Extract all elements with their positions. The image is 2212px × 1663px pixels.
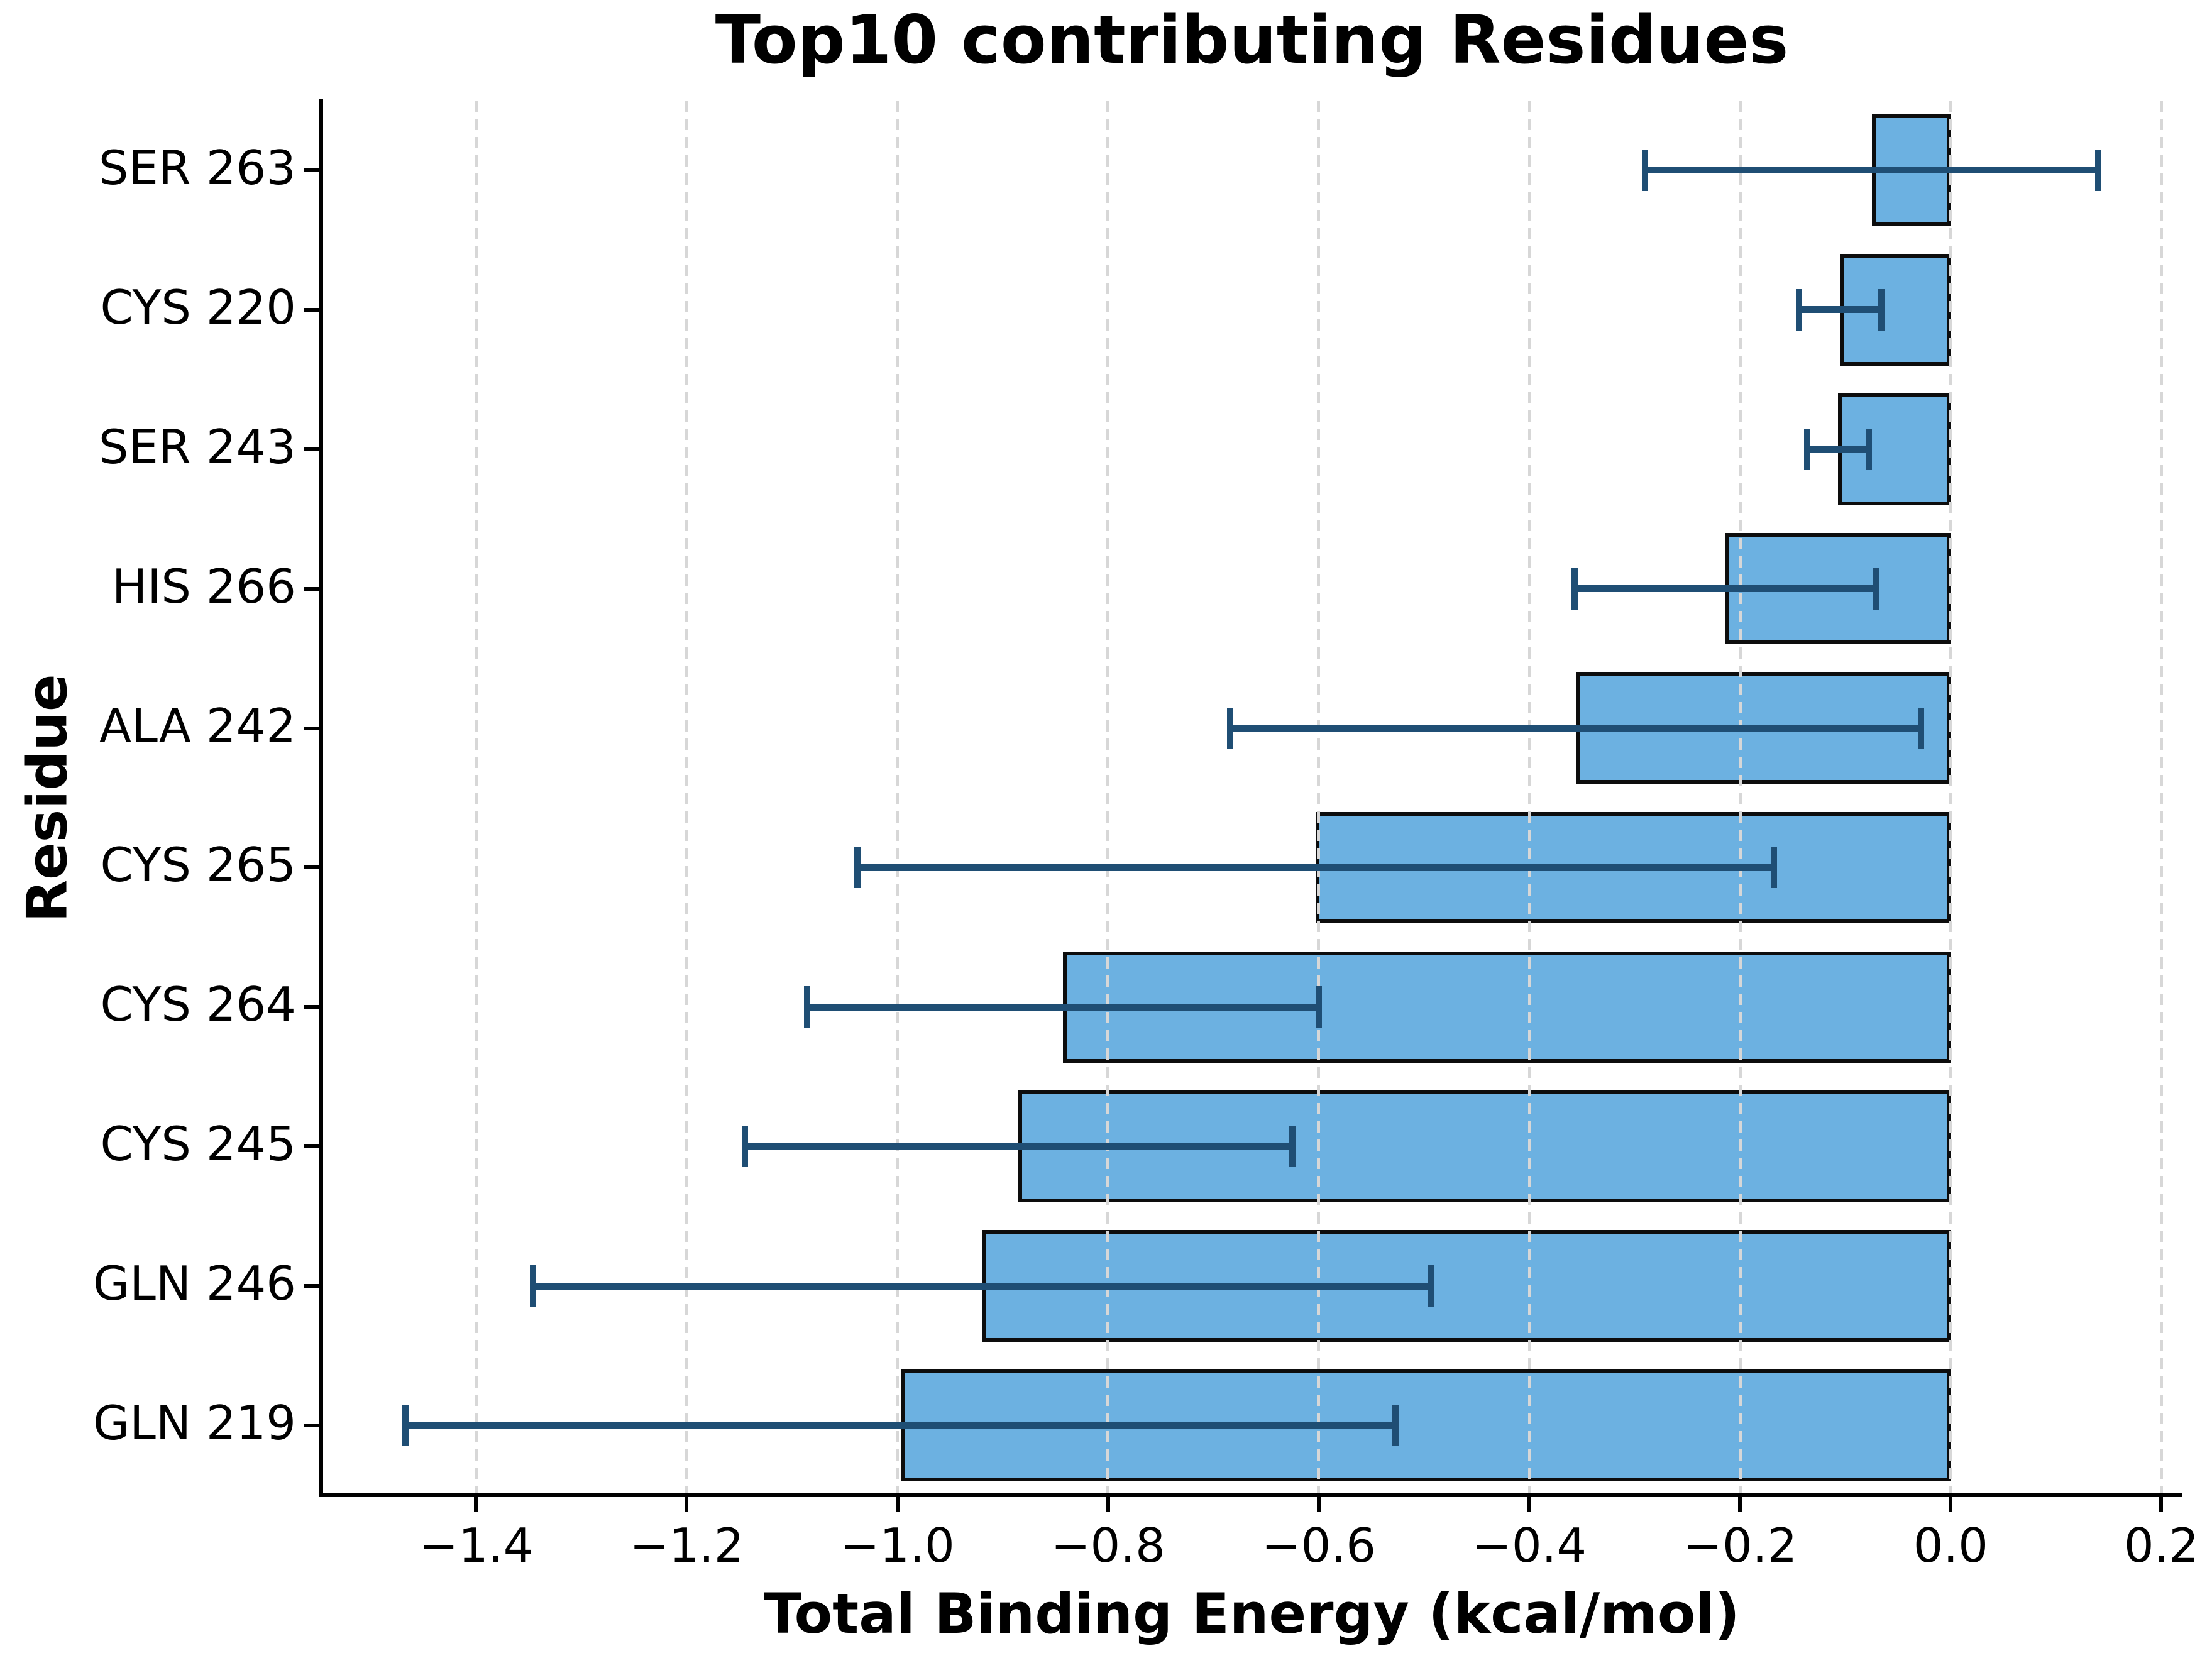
x-tick-label: −0.4: [1472, 1518, 1587, 1573]
y-tick-label: CYS 220: [100, 279, 296, 335]
gridline-x-0.2: [2159, 101, 2163, 1495]
error-bar-cys-265: [857, 864, 1774, 871]
error-bar-ala-242: [1230, 725, 1922, 732]
y-tick-ala-242: [304, 726, 319, 730]
gridline-x-−0.4: [1527, 101, 1531, 1495]
error-bar-gln-246: [532, 1282, 1431, 1290]
x-tick-−1.2: [685, 1497, 689, 1512]
error-cap-left-cys-265: [854, 847, 861, 889]
error-cap-left-cys-220: [1796, 288, 1803, 331]
error-cap-left-ser-243: [1804, 428, 1811, 470]
x-tick-label: 0.2: [2123, 1518, 2199, 1573]
error-cap-left-gln-219: [402, 1405, 409, 1447]
error-cap-right-gln-246: [1427, 1265, 1434, 1307]
y-tick-cys-245: [304, 1144, 319, 1149]
y-tick-label: CYS 264: [100, 977, 296, 1033]
gridline-x-−1.0: [896, 101, 900, 1495]
y-tick-label: GLN 246: [93, 1256, 296, 1312]
y-tick-ser-263: [304, 168, 319, 172]
error-cap-left-cys-264: [803, 986, 810, 1028]
x-tick-−1.4: [474, 1497, 478, 1512]
y-tick-ser-243: [304, 447, 319, 451]
gridline-x-−0.6: [1317, 101, 1321, 1495]
y-tick-label: CYS 265: [100, 837, 296, 893]
error-bar-ser-263: [1645, 167, 2098, 174]
x-tick-label: −0.8: [1050, 1518, 1165, 1573]
y-tick-label: HIS 266: [111, 558, 296, 614]
error-cap-right-cys-265: [1770, 847, 1777, 889]
error-cap-left-gln-246: [529, 1265, 536, 1307]
error-cap-left-ser-263: [1642, 149, 1649, 191]
x-tick-label: −0.2: [1683, 1518, 1798, 1573]
x-tick-−0.4: [1527, 1497, 1532, 1512]
x-axis-spine: [319, 1493, 2182, 1497]
y-tick-label: SER 243: [98, 419, 296, 475]
x-tick-label: −1.4: [419, 1518, 534, 1573]
y-tick-cys-264: [304, 1005, 319, 1009]
x-tick-−0.6: [1316, 1497, 1321, 1512]
x-tick-label: −1.2: [629, 1518, 744, 1573]
error-bar-his-266: [1575, 585, 1876, 593]
gridline-x-−1.4: [474, 101, 478, 1495]
x-tick-−0.8: [1106, 1497, 1110, 1512]
x-tick-0.2: [2159, 1497, 2164, 1512]
error-cap-right-cys-264: [1315, 986, 1322, 1028]
y-tick-label: CYS 245: [100, 1116, 296, 1172]
error-cap-right-gln-219: [1392, 1405, 1399, 1447]
gridline-x-−0.2: [1738, 101, 1742, 1495]
y-tick-label: ALA 242: [99, 698, 296, 754]
y-tick-label: GLN 219: [93, 1395, 296, 1451]
error-cap-left-his-266: [1571, 568, 1578, 610]
x-tick-label: 0.0: [1913, 1518, 1988, 1573]
error-cap-right-his-266: [1873, 568, 1879, 610]
error-cap-right-cys-245: [1289, 1126, 1296, 1168]
x-tick-−1.0: [895, 1497, 900, 1512]
error-cap-right-cys-220: [1878, 288, 1885, 331]
error-cap-left-cys-245: [741, 1126, 748, 1168]
y-tick-gln-246: [304, 1284, 319, 1288]
chart-title: Top10 contributing Residues: [715, 1, 1789, 79]
gridline-x-0.0: [1949, 101, 1952, 1495]
x-axis-label: Total Binding Energy (kcal/mol): [764, 1581, 1740, 1646]
y-tick-cys-265: [304, 865, 319, 870]
error-bar-cys-245: [744, 1143, 1292, 1150]
y-axis-spine: [319, 99, 323, 1497]
error-cap-right-ala-242: [1918, 707, 1925, 749]
error-cap-left-ala-242: [1227, 707, 1234, 749]
x-tick-label: −0.6: [1261, 1518, 1376, 1573]
y-tick-cys-220: [304, 307, 319, 312]
x-tick-−0.2: [1738, 1497, 1742, 1512]
error-bar-ser-243: [1807, 446, 1869, 453]
error-cap-right-ser-243: [1865, 428, 1872, 470]
error-bar-cys-264: [806, 1003, 1319, 1011]
gridline-x-−0.8: [1106, 101, 1110, 1495]
x-tick-0.0: [1949, 1497, 1953, 1512]
error-bar-gln-219: [405, 1422, 1396, 1429]
gridline-x-−1.2: [685, 101, 688, 1495]
y-tick-label: SER 263: [98, 140, 296, 195]
y-tick-his-266: [304, 586, 319, 591]
error-cap-right-ser-263: [2094, 149, 2101, 191]
y-tick-gln-219: [304, 1424, 319, 1428]
x-tick-label: −1.0: [840, 1518, 955, 1573]
error-bar-cys-220: [1799, 306, 1881, 314]
